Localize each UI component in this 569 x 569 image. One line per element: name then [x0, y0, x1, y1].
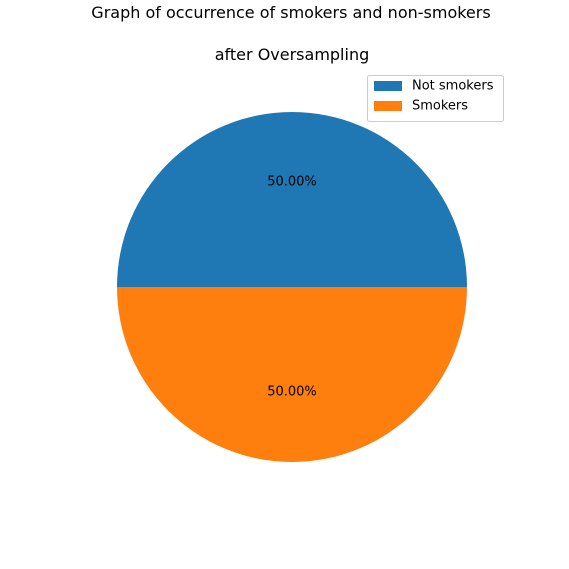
legend-swatch — [374, 81, 402, 91]
pie-slice-not-smokers — [117, 112, 467, 287]
pie-percent-labels: 50.00% 50.00% — [267, 175, 317, 400]
pie-percent-label: 50.00% — [267, 175, 317, 190]
legend: Not smokers Smokers — [367, 75, 504, 122]
legend-swatch — [374, 101, 402, 111]
pie-percent-label: 50.00% — [267, 385, 317, 400]
legend-label: Not smokers — [412, 79, 494, 94]
pie-slice-smokers — [117, 287, 467, 462]
chart-subtitle: after Oversampling — [215, 45, 370, 64]
legend-label: Smokers — [412, 99, 468, 114]
legend-items: Not smokers Smokers — [374, 79, 494, 114]
chart-title: Graph of occurrence of smokers and non-s… — [91, 3, 490, 22]
pie-slices — [117, 112, 467, 462]
